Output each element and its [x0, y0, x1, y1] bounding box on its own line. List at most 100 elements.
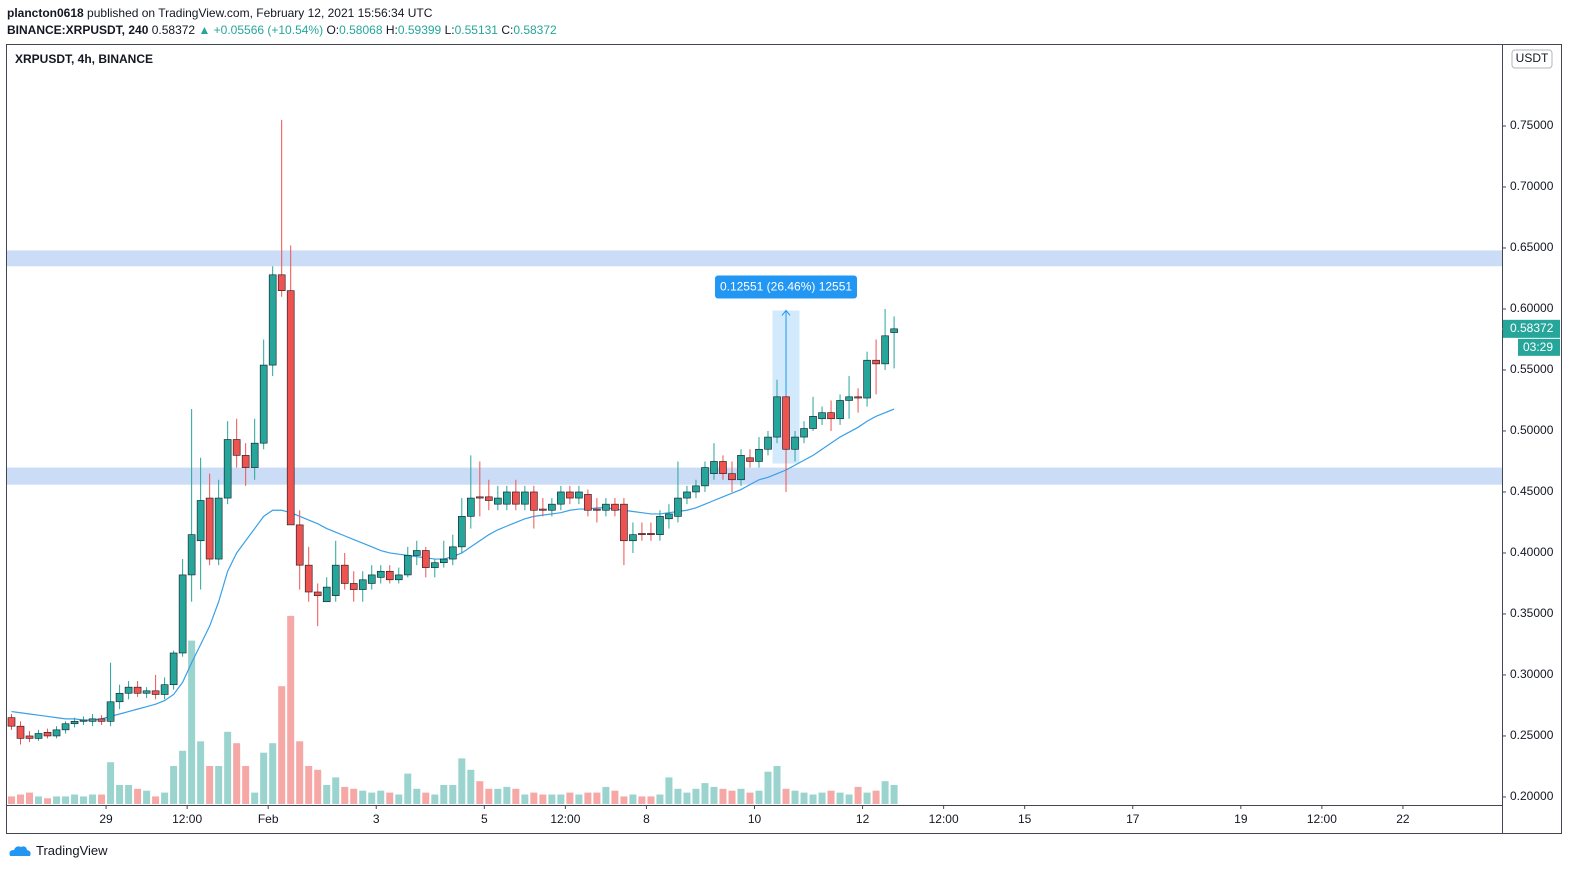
volume-bar [170, 766, 178, 804]
volume-bar [53, 796, 61, 804]
ohlc-key: L: [444, 23, 455, 37]
volume-bar [557, 794, 565, 804]
volume-bar [548, 794, 556, 804]
volume-bar [782, 788, 790, 804]
volume-bar [755, 790, 763, 804]
ohlc-key: C: [501, 23, 514, 37]
candle-body [674, 497, 682, 517]
volume-bar [305, 766, 313, 804]
volume-bar [575, 794, 583, 804]
x-tick-label: 15 [1018, 812, 1032, 826]
volume-bar [773, 766, 781, 804]
candle-body [692, 485, 700, 493]
candle-body [701, 467, 709, 487]
candle-body [656, 516, 664, 535]
candle-body [800, 428, 808, 438]
volume-bar [89, 794, 97, 804]
candle-body [476, 496, 484, 499]
candle-body [665, 513, 673, 520]
y-tick-label: 0.45000 [1510, 484, 1554, 498]
volume-bar [62, 796, 70, 804]
candle-body [241, 455, 250, 468]
candle-body [160, 684, 169, 695]
candle-body [439, 558, 448, 564]
brand: TradingView [36, 843, 108, 858]
y-tick-label: 0.55000 [1510, 362, 1554, 376]
candle-body [385, 570, 394, 581]
candle-body [142, 690, 151, 694]
quote-line: BINANCE:XRPUSDT, 240 0.58372 ▲ +0.05566 … [7, 22, 557, 39]
volume-bar [161, 792, 169, 804]
candle-body [548, 503, 556, 511]
candle-body [178, 574, 187, 654]
candle-body [467, 497, 475, 517]
ohlc-value: 0.55131 [454, 23, 498, 37]
volume-bar [341, 786, 349, 804]
candle-body [133, 686, 142, 694]
y-tick-label: 0.30000 [1510, 667, 1554, 681]
volume-bar [35, 796, 43, 804]
volume-bar [44, 798, 52, 804]
candle-body [503, 491, 511, 505]
candle-body [512, 491, 520, 505]
volume-bar [350, 788, 358, 804]
x-tick-label: 12:00 [929, 812, 959, 826]
candle-body [196, 500, 205, 542]
publish-line: plancton0618 published on TradingView.co… [7, 5, 557, 22]
candle-body [79, 719, 88, 722]
candle-body [7, 717, 16, 727]
volume-bar [683, 792, 691, 804]
candle-body [836, 400, 844, 420]
candle-body [322, 586, 331, 603]
volume-bar [512, 788, 520, 804]
x-tick-label: Feb [258, 812, 279, 826]
zone [7, 467, 1502, 485]
currency: USDT [1516, 51, 1549, 65]
candle-body [259, 364, 268, 444]
candle-body [106, 701, 115, 722]
volume-bar [323, 785, 331, 804]
candle-body [268, 274, 277, 366]
candle-body [430, 562, 439, 568]
candle-body [746, 457, 754, 462]
x-tick-label: 12:00 [172, 812, 202, 826]
volume-bar [440, 785, 448, 804]
candle-body [88, 718, 97, 722]
x-tick-label: 12:00 [1307, 812, 1337, 826]
candle-body [827, 412, 835, 420]
volume-bar [791, 790, 799, 804]
candle-body [647, 533, 655, 535]
candle-body [629, 534, 637, 542]
change: ▲ +0.05566 (+10.54%) [198, 23, 324, 37]
volume-bar [638, 796, 646, 804]
candle-body [286, 290, 295, 526]
volume-bar [134, 788, 142, 804]
candle-body [737, 455, 745, 481]
volume-bar [620, 796, 628, 804]
y-tick-label: 0.35000 [1510, 606, 1554, 620]
candle-body [809, 416, 817, 429]
x-tick-label: 12:00 [550, 812, 580, 826]
candle-body [124, 686, 133, 694]
footer: TradingView [8, 843, 108, 858]
volume-bar [251, 792, 259, 804]
volume-bar [854, 786, 862, 804]
volume-bar [746, 792, 754, 804]
volume-bar [296, 741, 304, 804]
volume-bar [368, 792, 376, 804]
candle-body [584, 494, 592, 511]
candle-body [412, 550, 421, 556]
volume-bar [188, 640, 196, 804]
candle-body [854, 396, 862, 399]
volume-bar [404, 773, 412, 804]
candle-body [863, 359, 871, 399]
volume-bar [395, 794, 403, 804]
candle-body [575, 491, 583, 499]
candle-body [304, 564, 313, 593]
x-tick-label: 22 [1396, 812, 1410, 826]
candle-body [881, 335, 889, 365]
published: published on TradingView.com, February 1… [87, 6, 433, 20]
x-tick-label: 10 [748, 812, 762, 826]
candle-body [16, 725, 25, 739]
